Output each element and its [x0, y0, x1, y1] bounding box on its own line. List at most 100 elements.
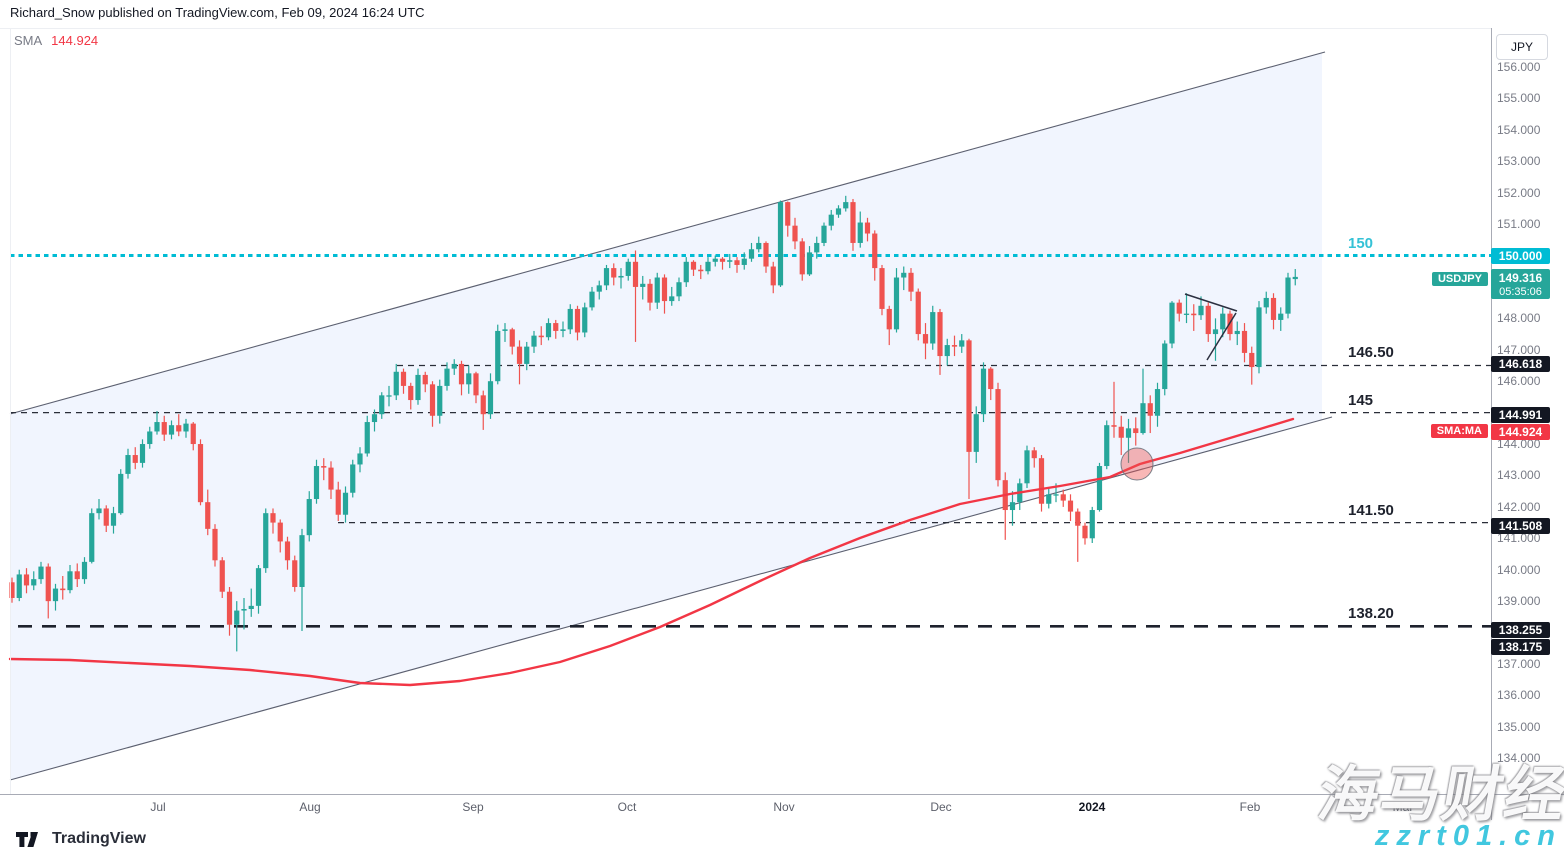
candle-body — [973, 414, 979, 452]
candle-body — [306, 499, 312, 536]
candle-body — [582, 307, 588, 333]
candle-body — [371, 414, 378, 423]
candle-body — [785, 202, 791, 226]
candle-body — [400, 371, 407, 386]
price-badge-144.991: 144.991 — [1491, 407, 1550, 423]
candle-body — [393, 371, 399, 396]
x-axis-label-Dec: Dec — [930, 800, 952, 814]
candle-body — [669, 296, 675, 302]
candle-body — [1234, 330, 1240, 335]
candle-body — [661, 277, 668, 302]
candle-body — [350, 464, 356, 493]
y-axis-label: 148.000 — [1497, 311, 1541, 326]
candle-body — [328, 467, 334, 490]
candle-body — [9, 582, 15, 598]
candle-body — [922, 334, 929, 344]
candle-body — [1198, 305, 1204, 316]
candle-body — [255, 568, 262, 606]
candle-body — [734, 260, 740, 265]
candle-body — [321, 466, 327, 468]
candle-body — [1104, 425, 1110, 467]
candle-body — [147, 431, 153, 445]
level-label-146.50: 146.50 — [1348, 344, 1394, 362]
price-badge-144.924: 144.924 — [1491, 424, 1550, 440]
candle-body — [212, 528, 218, 561]
candle-body — [915, 291, 921, 335]
candle-body — [712, 258, 718, 262]
candle-body — [756, 242, 762, 250]
candle-body — [1067, 500, 1074, 512]
candle-body — [466, 373, 472, 385]
level-label-138.20: 138.20 — [1348, 605, 1394, 623]
candle-body — [335, 489, 341, 515]
candle-body — [161, 422, 167, 435]
candle-body — [60, 588, 66, 591]
candle-body — [52, 588, 59, 602]
candle-body — [16, 574, 22, 598]
x-axis-label-Aug: Aug — [299, 800, 321, 814]
level-label-145: 145 — [1348, 391, 1374, 409]
candle-body — [574, 308, 581, 333]
candle-body — [81, 561, 88, 580]
candle-body — [23, 574, 30, 586]
flag-USDJPY: USDJPY — [1431, 272, 1488, 286]
candle-body — [647, 283, 653, 303]
candle-body — [930, 312, 936, 344]
candle-body — [1241, 330, 1248, 353]
candle-body — [980, 368, 987, 415]
candle-body — [248, 605, 254, 609]
y-axis-label: 153.000 — [1497, 154, 1541, 169]
candle-body — [560, 329, 566, 331]
channel-upper-line — [9, 51, 1326, 415]
candle-body — [1031, 450, 1037, 459]
candle-body — [1263, 297, 1269, 308]
candle-body — [386, 395, 392, 397]
x-axis-label-Sep: Sep — [462, 800, 484, 814]
candle-body — [553, 323, 559, 331]
candle-body — [1205, 305, 1211, 335]
highlight-circle — [1120, 447, 1154, 481]
y-axis-label: 142.000 — [1497, 499, 1541, 514]
candle-body — [719, 258, 726, 262]
candle-body — [1053, 494, 1059, 496]
candle-body — [567, 308, 573, 330]
candle-body — [487, 381, 494, 415]
candle-body — [879, 268, 885, 309]
x-axis-label-2024: 2024 — [1078, 800, 1106, 814]
currency-unit-button[interactable]: JPY — [1496, 34, 1548, 60]
price-badge-146.618: 146.618 — [1491, 356, 1550, 372]
candle-body — [545, 323, 552, 338]
candle-body — [342, 492, 349, 515]
candle-body — [1154, 389, 1161, 416]
x-axis-label-Oct: Oct — [617, 800, 637, 814]
candle-body — [524, 346, 530, 364]
candle-body — [516, 346, 523, 364]
candle-body — [429, 384, 436, 416]
candle-body — [219, 560, 225, 592]
candle-body — [415, 374, 421, 401]
candle-body — [277, 522, 283, 542]
x-axis-label-Nov: Nov — [773, 800, 795, 814]
candle-body — [379, 395, 385, 415]
candle-body — [632, 261, 639, 287]
y-axis-label: 134.000 — [1497, 751, 1541, 766]
candle-body — [814, 242, 820, 253]
tradingview-attribution[interactable]: TradingView — [16, 830, 146, 848]
candle-body — [168, 425, 175, 435]
indicator-legend[interactable]: SMA 144.924 — [14, 33, 98, 48]
candle-body — [241, 608, 247, 611]
candle-body — [640, 283, 646, 287]
tradingview-logo-icon — [16, 831, 38, 847]
candle-body — [1111, 425, 1117, 427]
y-axis-label: 137.000 — [1497, 656, 1541, 671]
y-axis-label: 143.000 — [1497, 468, 1541, 483]
sma-legend-value: 144.924 — [51, 33, 99, 48]
candle-body — [1162, 343, 1168, 390]
candle-body — [792, 225, 798, 242]
candle-body — [698, 269, 704, 272]
candle-body — [959, 340, 965, 347]
y-axis-label: 154.000 — [1497, 122, 1541, 137]
candle-body — [1292, 276, 1298, 280]
sma-legend-label: SMA — [14, 33, 43, 48]
